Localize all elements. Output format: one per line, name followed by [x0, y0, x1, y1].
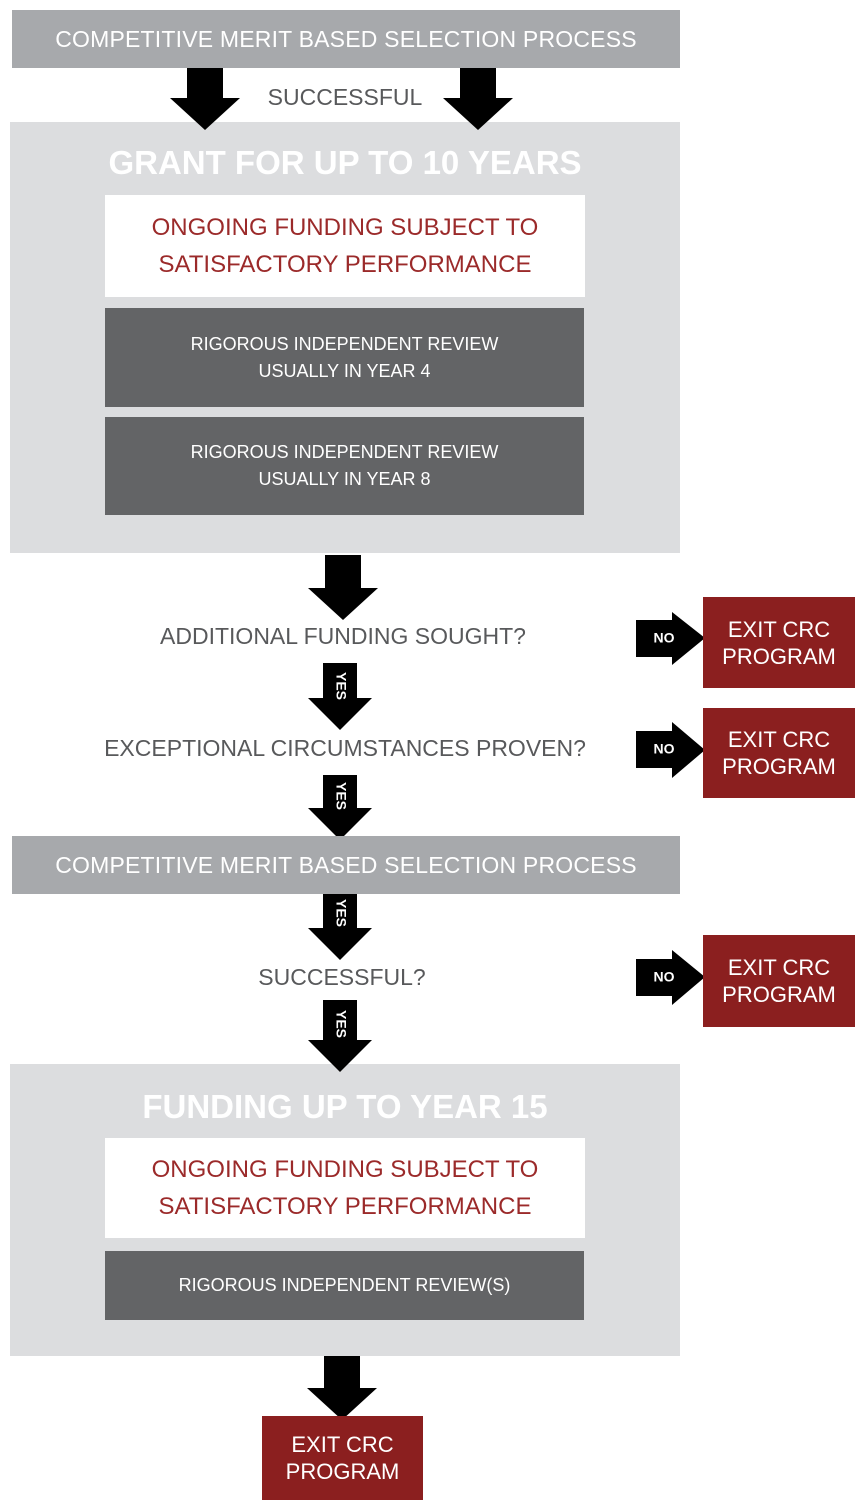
review-box: RIGOROUS INDEPENDENT REVIEW USUALLY IN Y… — [105, 308, 584, 407]
exit-line: PROGRAM — [722, 754, 836, 779]
exit-line: PROGRAM — [722, 643, 836, 669]
exit-line: PROGRAM — [285, 1459, 400, 1484]
no-label: NO — [654, 741, 675, 757]
review-line: USUALLY IN YEAR 4 — [258, 360, 431, 381]
question: ADDITIONAL FUNDING SOUGHT? — [160, 623, 526, 649]
exit-line: PROGRAM — [722, 982, 836, 1007]
arrow-down — [308, 890, 372, 960]
funding-line: ONGOING FUNDING SUBJECT TO — [151, 214, 539, 241]
exit-line: EXIT CRC — [727, 727, 831, 752]
funding-line: ONGOING FUNDING SUBJECT TO — [151, 1156, 539, 1183]
yes-label: YES — [333, 899, 349, 927]
funding-box: ONGOING FUNDING SUBJECT TO SATISFACTORY … — [105, 195, 585, 297]
arrow-right — [636, 612, 705, 665]
successful-label: SUCCESSFUL — [267, 84, 423, 110]
review-box: RIGOROUS INDEPENDENT REVIEW USUALLY IN Y… — [105, 417, 584, 515]
review-box: RIGOROUS INDEPENDENT REVIEW(S) — [105, 1251, 584, 1320]
arrow-down — [308, 555, 378, 620]
exit-box: EXIT CRC PROGRAM — [703, 597, 855, 688]
arrow-right — [636, 950, 705, 1005]
arrow-shapes — [170, 68, 705, 1420]
review-line: RIGOROUS INDEPENDENT REVIEW — [190, 442, 499, 462]
arrow-down — [307, 1356, 377, 1420]
exit-line: EXIT CRC — [727, 955, 831, 980]
question: EXCEPTIONAL CIRCUMSTANCES PROVEN? — [104, 735, 586, 761]
arrow-down — [443, 68, 513, 130]
no-label: NO — [654, 630, 675, 646]
review-line: RIGOROUS INDEPENDENT REVIEW(S) — [178, 1275, 511, 1295]
funding-box: ONGOING FUNDING SUBJECT TO SATISFACTORY … — [105, 1138, 585, 1238]
arrow-down — [308, 1000, 372, 1072]
yes-label: YES — [333, 1010, 349, 1038]
exit-box: EXIT CRC PROGRAM — [703, 935, 855, 1027]
question: SUCCESSFUL? — [258, 964, 426, 990]
selection-bar: COMPETITIVE MERIT BASED SELECTION PROCES… — [12, 836, 680, 894]
exit-line: EXIT CRC — [291, 1432, 394, 1457]
grant-title: GRANT FOR UP TO 10 YEARS — [108, 144, 582, 181]
arrow-down — [308, 775, 372, 840]
review-line: USUALLY IN YEAR 8 — [258, 469, 431, 489]
funding-line: SATISFACTORY PERFORMANCE — [158, 1193, 532, 1220]
extension-title: FUNDING UP TO YEAR 15 — [142, 1088, 548, 1125]
arrow-down — [170, 68, 240, 130]
selection-bar: COMPETITIVE MERIT BASED SELECTION PROCES… — [12, 10, 680, 68]
arrow-down — [308, 663, 372, 730]
arrow-right — [636, 722, 705, 778]
exit-box: EXIT CRC PROGRAM — [262, 1416, 423, 1500]
exit-line: EXIT CRC — [727, 616, 831, 642]
exit-box: EXIT CRC PROGRAM — [703, 708, 855, 798]
yes-label: YES — [333, 782, 349, 810]
review-line: RIGOROUS INDEPENDENT REVIEW — [190, 333, 499, 354]
yes-label: YES — [333, 672, 349, 700]
no-label: NO — [654, 969, 675, 985]
funding-line: SATISFACTORY PERFORMANCE — [158, 251, 532, 278]
